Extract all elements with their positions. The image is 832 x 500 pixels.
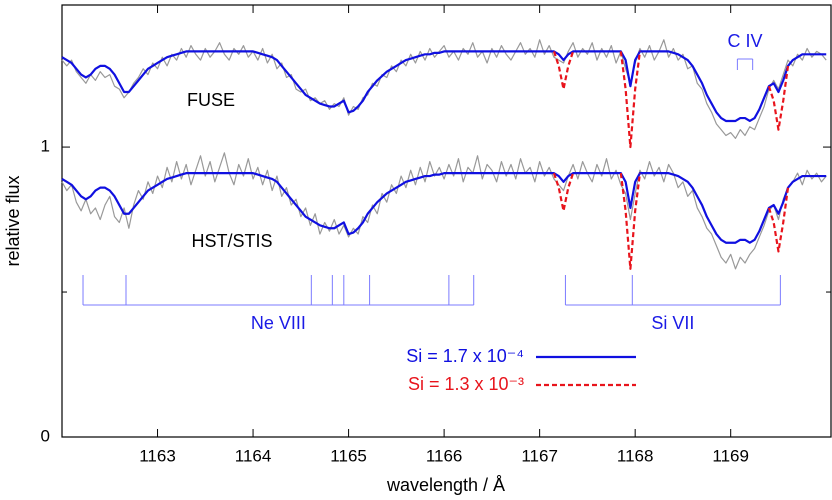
spectrum-line <box>61 172 827 244</box>
x-tick-label: 1168 <box>617 446 654 465</box>
spectrum-line <box>552 172 790 270</box>
line-id-label: Ne VIII <box>251 313 306 333</box>
x-tick-label: 1167 <box>521 446 558 465</box>
y-axis-label: relative flux <box>3 175 23 266</box>
spectrum-line <box>61 50 827 123</box>
x-tick-label: 1165 <box>330 446 367 465</box>
annotation: FUSE <box>187 90 235 110</box>
x-tick-label: 1163 <box>139 446 176 465</box>
y-tick-label: 1 <box>41 137 50 156</box>
spectrum-line <box>61 39 827 139</box>
annotation: HST/STIS <box>191 231 272 251</box>
x-tick-label: 1166 <box>426 446 463 465</box>
spectrum-line <box>552 51 790 149</box>
spectrum-line <box>61 152 827 270</box>
x-tick-label: 1169 <box>712 446 749 465</box>
plot-frame <box>61 4 832 438</box>
legend-label: Si = 1.3 x 10⁻³ <box>408 374 524 394</box>
line-id-label: C IV <box>728 31 763 51</box>
line-id-label: Si VII <box>651 313 694 333</box>
y-tick-label: 0 <box>41 426 50 445</box>
x-axis-label: wavelength / Å <box>386 475 505 495</box>
x-tick-label: 1164 <box>235 446 272 465</box>
legend-label: Si = 1.7 x 10⁻⁴ <box>406 346 524 366</box>
